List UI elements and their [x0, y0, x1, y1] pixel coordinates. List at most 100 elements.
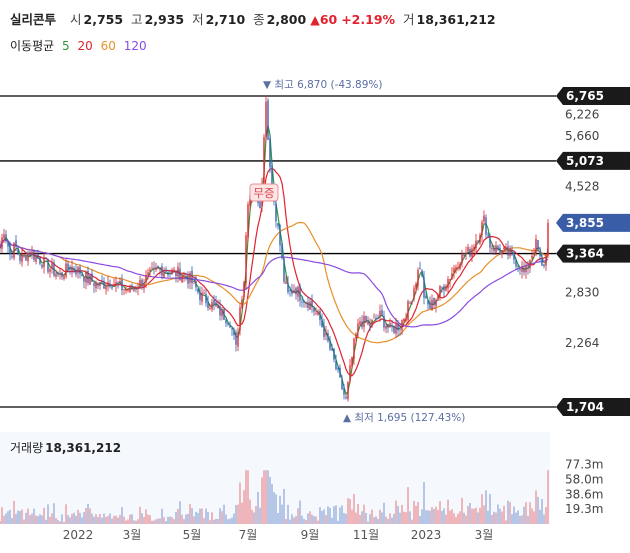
- volume-bar: [197, 513, 199, 524]
- candle-body: [373, 317, 375, 319]
- change-value: 60: [319, 12, 338, 27]
- candle-body: [239, 307, 241, 331]
- candle-body: [227, 323, 229, 325]
- ma-5-label[interactable]: 5: [62, 39, 70, 53]
- ma-60-line: [0, 221, 549, 344]
- volume-bar: [159, 518, 161, 524]
- volume-bar: [511, 514, 513, 524]
- ma-120-label[interactable]: 120: [123, 39, 147, 53]
- candle-body: [113, 284, 115, 287]
- candle-body: [519, 268, 521, 270]
- volume-bar: [349, 499, 351, 524]
- candle-body: [115, 282, 117, 286]
- volume-bar: [93, 516, 95, 524]
- x-tick-label-4: 9월: [301, 528, 320, 542]
- volume-bar: [91, 513, 93, 524]
- volume-bar: [535, 490, 537, 524]
- volume-bar: [301, 515, 303, 524]
- volume-bar: [135, 520, 137, 524]
- candle-body: [351, 357, 353, 367]
- volume-bar: [83, 512, 85, 524]
- ma-20-label[interactable]: 20: [77, 39, 93, 53]
- close-label: 종: [253, 12, 265, 27]
- volume-bar: [29, 515, 31, 524]
- volume-bar: [365, 512, 367, 524]
- candle-body: [475, 240, 477, 249]
- candle-body: [521, 266, 523, 272]
- candle-body: [223, 309, 225, 320]
- candle-body: [129, 285, 131, 292]
- candle-body: [493, 248, 495, 251]
- candle-body: [481, 222, 483, 235]
- volume-bar: [249, 499, 251, 524]
- candle-body: [389, 323, 391, 327]
- candle-body: [35, 255, 37, 262]
- volume-bar: [437, 510, 439, 524]
- volume-bar: [397, 505, 399, 524]
- candle-body: [105, 286, 107, 290]
- volume-bar: [177, 508, 179, 524]
- volume-bar: [467, 505, 469, 524]
- ma-60-label[interactable]: 60: [100, 39, 116, 53]
- candle-body: [471, 248, 473, 257]
- candle-body: [173, 269, 175, 272]
- candle-body: [371, 319, 373, 327]
- candle-body: [345, 396, 347, 399]
- candle-body: [199, 291, 201, 301]
- candle-body: [353, 338, 355, 360]
- volume-bar: [43, 507, 45, 524]
- annotation-badge-bg: [249, 183, 279, 202]
- volume-bar: [243, 490, 245, 524]
- candle-body: [313, 307, 315, 312]
- candle-body: [237, 332, 239, 347]
- volume-bar: [107, 515, 109, 524]
- volume-bar: [131, 514, 133, 524]
- candle-body: [217, 305, 219, 309]
- candle-body: [419, 268, 421, 269]
- candle-body: [395, 324, 397, 334]
- volume-bar: [423, 482, 425, 524]
- volume-bar: [221, 511, 223, 524]
- volume-bar: [147, 514, 149, 524]
- candle-body: [53, 262, 55, 276]
- candle-body: [219, 305, 221, 316]
- volume-bar: [325, 515, 327, 524]
- volume-bar: [229, 518, 231, 524]
- candle-body: [385, 325, 387, 329]
- volume-bar: [547, 470, 549, 524]
- candle-body: [499, 247, 501, 255]
- volume-bar: [455, 516, 457, 524]
- volume-bar: [1, 507, 3, 524]
- candle-body: [291, 290, 293, 294]
- volume-bar: [327, 506, 329, 524]
- volume-bar: [459, 511, 461, 524]
- volume-bar: [393, 513, 395, 524]
- candle-body: [317, 311, 319, 315]
- volume-bar: [209, 520, 211, 524]
- candle-body: [91, 273, 93, 282]
- candle-body: [133, 288, 135, 291]
- candle-body: [249, 194, 251, 206]
- candle-body: [263, 136, 265, 183]
- volume-bar: [253, 512, 255, 524]
- candle-body: [19, 255, 21, 261]
- candle-body: [41, 264, 43, 268]
- volume-bar: [203, 518, 205, 524]
- candle-body: [443, 286, 445, 291]
- volume-bar: [239, 482, 241, 524]
- candle-body: [0, 247, 1, 249]
- volume-bar: [51, 513, 53, 524]
- volume-value: 18,361,212: [416, 12, 496, 27]
- candle-body: [381, 309, 383, 316]
- volume-bar: [523, 506, 525, 524]
- volume-bar: [509, 502, 511, 524]
- volume-bar: [65, 504, 67, 524]
- volume-bar: [505, 520, 507, 524]
- volume-bar: [527, 515, 529, 524]
- volume-bar: [257, 491, 259, 524]
- current-price-label-bg: [556, 213, 630, 232]
- volume-bar: [115, 515, 117, 524]
- volume-bar: [431, 507, 433, 524]
- volume-bar: [71, 513, 73, 524]
- candle-body: [235, 332, 237, 345]
